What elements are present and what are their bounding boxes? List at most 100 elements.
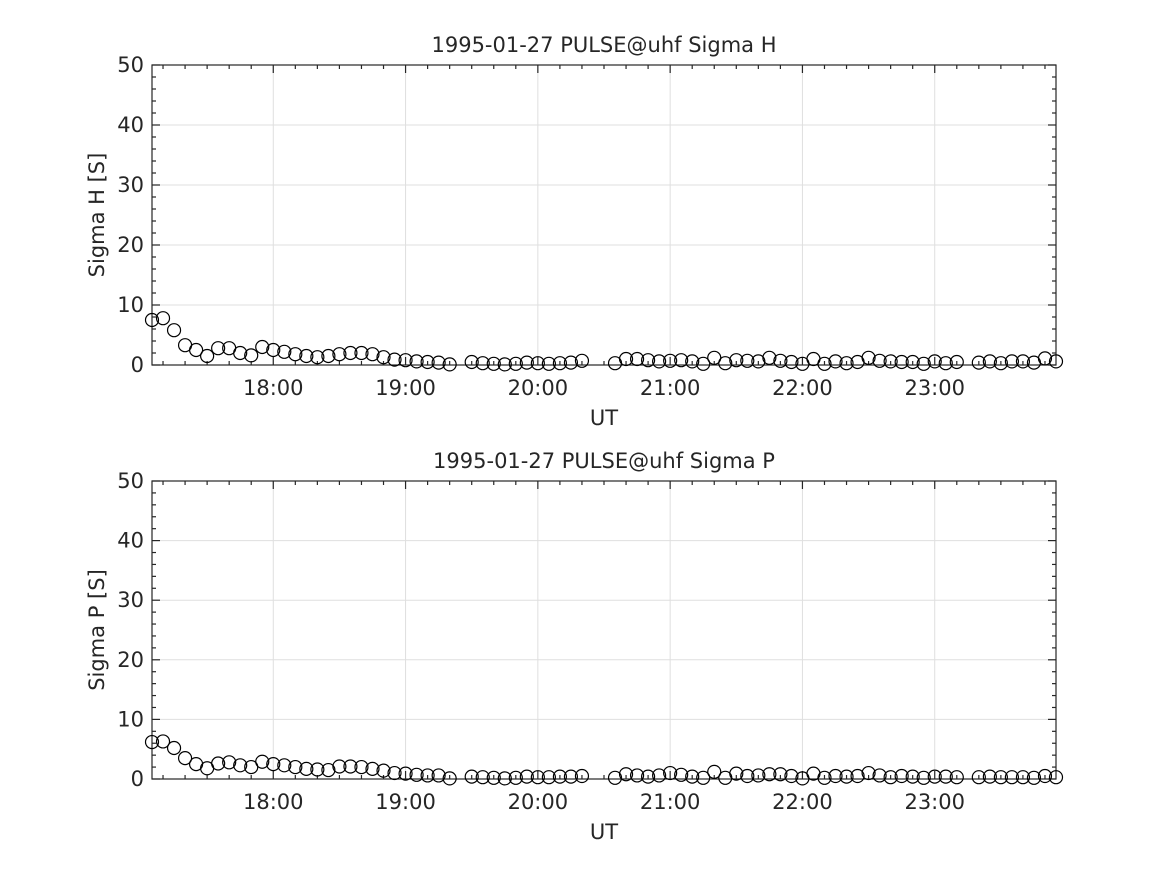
data-point — [310, 762, 325, 777]
data-point — [266, 342, 281, 358]
data-point — [332, 759, 347, 774]
data-point — [1015, 354, 1031, 369]
data-point — [166, 323, 182, 338]
data-point — [222, 755, 237, 770]
axes-box — [151, 64, 1057, 366]
sigma-p-title: 1995-01-27 PULSE@uhf Sigma P — [433, 449, 775, 473]
data-point — [563, 769, 579, 784]
data-point — [784, 768, 799, 784]
data-point — [872, 353, 887, 368]
data-point — [696, 356, 711, 371]
data-point — [255, 339, 270, 355]
y-tick-label: 0 — [131, 767, 144, 791]
data-point — [332, 347, 347, 362]
data-point — [762, 350, 777, 365]
data-point — [442, 771, 457, 786]
data-point — [211, 756, 226, 771]
data-point — [486, 770, 501, 785]
data-point — [861, 765, 876, 781]
data-point — [652, 354, 667, 369]
data-point — [618, 351, 634, 367]
sigma-h-title: 1995-01-27 PULSE@uhf Sigma H — [431, 33, 776, 57]
x-tick-label: 21:00 — [640, 376, 701, 400]
data-point — [839, 769, 854, 784]
data-point — [354, 759, 369, 775]
data-point — [387, 352, 402, 367]
data-point — [321, 348, 336, 364]
data-point — [762, 767, 777, 782]
data-point — [640, 769, 656, 784]
data-point — [188, 342, 204, 358]
data-point — [343, 345, 358, 361]
data-point — [365, 761, 380, 776]
data-point — [971, 355, 986, 370]
sigma-p-ylabel: Sigma P [S] — [85, 569, 109, 691]
x-tick-label: 21:00 — [640, 790, 701, 814]
y-tick-label: 30 — [117, 588, 144, 612]
data-point — [629, 768, 645, 783]
data-point — [949, 354, 964, 370]
data-point — [200, 348, 215, 364]
data-point — [508, 356, 523, 371]
data-point — [431, 355, 446, 370]
y-tick-label: 30 — [117, 173, 144, 197]
data-point — [773, 767, 788, 782]
data-point — [828, 768, 843, 784]
data-point — [155, 311, 171, 326]
data-point — [850, 768, 865, 784]
data-point — [343, 759, 358, 774]
y-tick-label: 10 — [117, 707, 144, 731]
data-point — [255, 754, 270, 769]
data-point — [938, 356, 953, 371]
data-point — [1004, 354, 1020, 369]
data-point — [1004, 770, 1020, 785]
data-point — [288, 347, 303, 362]
y-tick-label: 10 — [117, 293, 144, 317]
data-point — [464, 354, 479, 370]
data-point — [310, 350, 325, 365]
x-tick-label: 23:00 — [904, 790, 965, 814]
data-point — [233, 345, 248, 361]
data-point — [1037, 351, 1053, 366]
data-point — [354, 345, 369, 361]
data-point — [475, 356, 490, 371]
data-point — [552, 769, 568, 784]
y-tick-label: 20 — [117, 648, 144, 672]
y-tick-label: 50 — [117, 469, 144, 493]
x-tick-label: 23:00 — [904, 376, 965, 400]
data-point — [266, 756, 281, 772]
data-point — [993, 356, 1008, 371]
y-tick-label: 40 — [117, 529, 144, 553]
data-point — [618, 767, 634, 782]
data-point — [376, 763, 391, 778]
x-tick-label: 19:00 — [375, 376, 436, 400]
data-point — [640, 353, 656, 368]
data-point — [376, 350, 391, 365]
data-point — [508, 770, 523, 785]
y-tick-label: 0 — [131, 353, 144, 377]
data-point — [1048, 354, 1064, 369]
data-point — [155, 734, 171, 749]
data-point — [277, 344, 292, 359]
data-point — [685, 769, 700, 784]
data-point — [1037, 768, 1053, 784]
x-tick-label: 19:00 — [375, 790, 436, 814]
sigma-h-panel: 1995-01-27 PULSE@uhf Sigma H UT Sigma H … — [85, 33, 1064, 430]
data-point — [244, 348, 259, 363]
data-point — [497, 771, 512, 786]
sigma-p-panel: 1995-01-27 PULSE@uhf Sigma P UT Sigma P … — [85, 449, 1064, 844]
data-point — [894, 354, 909, 370]
data-point — [674, 767, 689, 782]
data-point — [144, 734, 160, 750]
data-point — [420, 768, 435, 783]
data-point — [729, 353, 744, 368]
x-tick-label: 18:00 — [243, 790, 304, 814]
x-tick-label: 20:00 — [508, 790, 569, 814]
data-point — [773, 353, 788, 368]
data-point — [729, 766, 744, 781]
data-point — [993, 770, 1008, 785]
data-point — [431, 768, 446, 783]
y-tick-label: 20 — [117, 233, 144, 257]
data-point — [740, 353, 755, 368]
